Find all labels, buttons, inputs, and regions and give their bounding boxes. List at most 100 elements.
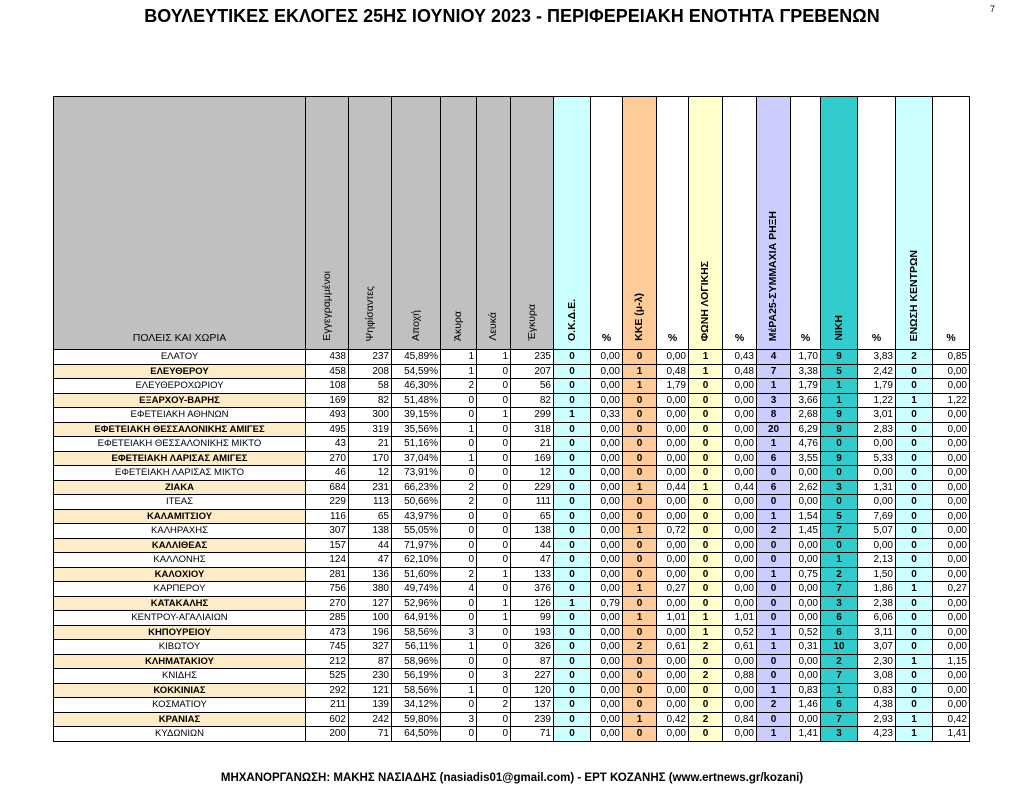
- table-cell: 0: [688, 450, 723, 466]
- table-cell: 120: [510, 682, 554, 698]
- table-cell: 0,00: [722, 697, 757, 713]
- table-cell: 6: [820, 610, 858, 626]
- table-cell: 3: [440, 711, 477, 727]
- table-cell: 0,88: [722, 668, 757, 684]
- table-cell: 0: [688, 436, 723, 452]
- table-cell: ΚΑΛΟΧΙΟΥ: [53, 566, 306, 582]
- table-cell: 0: [553, 653, 591, 669]
- table-cell: 0: [895, 508, 933, 524]
- table-cell: 0,00: [722, 653, 757, 669]
- table-cell: 281: [305, 566, 349, 582]
- table-cell: 0,00: [932, 421, 970, 437]
- table-cell: ΚΑΡΠΕΡΟΥ: [53, 581, 306, 597]
- table-cell: 1: [820, 552, 858, 568]
- table-cell: 0,84: [722, 711, 757, 727]
- table-cell: 1: [756, 436, 791, 452]
- table-cell: 0,43: [722, 349, 757, 365]
- table-cell: 0,00: [790, 581, 821, 597]
- table-cell: 1: [820, 682, 858, 698]
- table-cell: 1: [622, 610, 657, 626]
- column-header: ΕΝΩΣΗ ΚΕΝΤΡΩΝ: [895, 96, 933, 350]
- table-cell: 82: [348, 392, 392, 408]
- table-cell: 0: [553, 421, 591, 437]
- table-cell: 2: [622, 639, 657, 655]
- table-cell: 0,00: [722, 682, 757, 698]
- table-cell: 0: [895, 523, 933, 539]
- table-cell: 0: [895, 363, 933, 379]
- table-cell: 0,00: [722, 523, 757, 539]
- table-cell: 207: [510, 363, 554, 379]
- table-cell: 1,01: [656, 610, 689, 626]
- table-cell: 0,31: [790, 639, 821, 655]
- table-cell: 1: [622, 378, 657, 394]
- table-cell: 0,00: [656, 552, 689, 568]
- table-cell: 0: [476, 726, 511, 742]
- table-cell: 47: [348, 552, 392, 568]
- table-cell: ΚΑΤΑΚΑΛΗΣ: [53, 595, 306, 611]
- table-cell: 1: [440, 682, 477, 698]
- header-text: ΝΙΚΗ: [832, 315, 845, 341]
- table-cell: 0: [622, 450, 657, 466]
- table-cell: 0,00: [790, 552, 821, 568]
- column-header: ΦΩΝΗ ΛΟΓΙΚΗΣ: [688, 96, 723, 350]
- table-cell: 0: [688, 653, 723, 669]
- table-cell: 2,62: [790, 479, 821, 495]
- table-cell: 756: [305, 581, 349, 597]
- table-cell: 0,00: [857, 494, 896, 510]
- table-cell: 0: [688, 537, 723, 553]
- table-cell: 169: [305, 392, 349, 408]
- table-cell: 0,00: [722, 581, 757, 597]
- table-cell: 0,00: [656, 421, 689, 437]
- table-cell: 0: [476, 523, 511, 539]
- table-cell: 0: [622, 697, 657, 713]
- column-header: ΚΚΕ (μ-λ): [622, 96, 657, 350]
- table-row: ΚΑΛΛΟΝΗΣ 124 47 62,10% 0 0 47 0 0,00 0 0,00 0 0,00 0 0…: [53, 552, 970, 568]
- table-cell: 0: [895, 697, 933, 713]
- table-cell: 64,50%: [391, 726, 441, 742]
- table-cell: 0,00: [932, 610, 970, 626]
- title: ΒΟΥΛΕΥΤΙΚΕΣ ΕΚΛΟΓΕΣ 25ΗΣ ΙΟΥΝΙΟΥ 2023 - …: [144, 6, 880, 26]
- table-cell: 0,00: [590, 537, 623, 553]
- table-cell: 0,00: [656, 653, 689, 669]
- table-cell: 1: [688, 349, 723, 365]
- table-cell: ΚΑΛΛΟΝΗΣ: [53, 552, 306, 568]
- table-cell: 47: [510, 552, 554, 568]
- table-row: ΚΟΣΜΑΤΙΟΥ 211 139 34,12% 0 2 137 0 0,00 0 0,00 0 0,0…: [53, 697, 970, 713]
- table-cell: 0,72: [656, 523, 689, 539]
- table-cell: 2: [688, 668, 723, 684]
- table-cell: 3,38: [790, 363, 821, 379]
- header-text: Αποχή: [409, 309, 422, 341]
- table-cell: 51,60%: [391, 566, 441, 582]
- table-cell: 0: [553, 624, 591, 640]
- table-cell: 108: [305, 378, 349, 394]
- table-cell: 2,30: [857, 653, 896, 669]
- table-cell: ΚΟΣΜΑΤΙΟΥ: [53, 697, 306, 713]
- table-cell: 6: [756, 479, 791, 495]
- table-cell: 0,00: [857, 436, 896, 452]
- table-cell: 438: [305, 349, 349, 365]
- table-cell: 0,00: [857, 537, 896, 553]
- table-cell: 51,16%: [391, 436, 441, 452]
- table-cell: 0,00: [590, 421, 623, 437]
- table-cell: 0: [553, 479, 591, 495]
- table-cell: 56: [510, 378, 554, 394]
- table-cell: 0: [756, 711, 791, 727]
- table-cell: 1: [440, 349, 477, 365]
- table-cell: 0,00: [656, 508, 689, 524]
- header-text: ΕΝΩΣΗ ΚΕΝΤΡΩΝ: [907, 249, 920, 341]
- table-cell: 1: [622, 581, 657, 597]
- table-cell: 0: [476, 581, 511, 597]
- table-cell: 12: [348, 465, 392, 481]
- table-cell: 137: [510, 697, 554, 713]
- table-cell: 0,00: [590, 581, 623, 597]
- table-cell: 0,52: [722, 624, 757, 640]
- table-cell: 1: [756, 726, 791, 742]
- table-cell: 56,19%: [391, 668, 441, 684]
- table-cell: 0: [688, 378, 723, 394]
- table-cell: 3: [820, 479, 858, 495]
- table-cell: 0: [553, 349, 591, 365]
- table-cell: 2: [820, 653, 858, 669]
- table-cell: 0: [622, 566, 657, 582]
- table-cell: 0: [895, 610, 933, 626]
